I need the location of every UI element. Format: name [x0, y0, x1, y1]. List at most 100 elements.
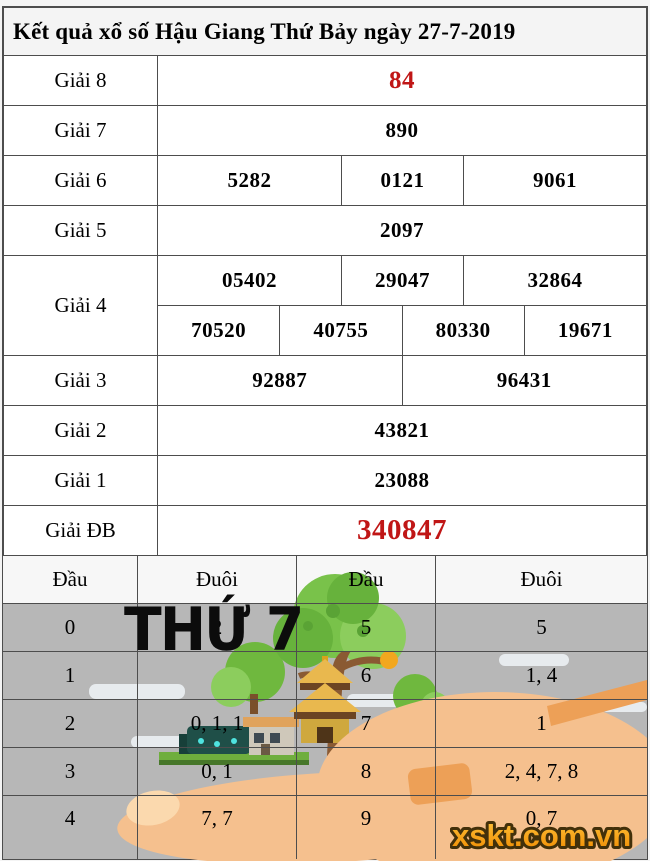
tail-cell-value: 0, 1 [201, 759, 233, 783]
tail-cell: 1 [435, 699, 647, 747]
prize-values: 2097 [158, 206, 646, 255]
head-cell-value: 8 [360, 759, 372, 783]
tail-cell: 2 [137, 603, 296, 651]
prize-row: Giải 1 23088 [4, 455, 646, 505]
prize-number-cell: 05402 [158, 256, 341, 305]
prize-number: 80330 [435, 318, 491, 342]
prize-line: 340847 [158, 506, 646, 555]
head-tail-row: 0 2 5 5 [3, 603, 647, 651]
prize-label: Giải 2 [4, 406, 158, 455]
prize-number: 23088 [374, 468, 430, 492]
tail-cell [137, 651, 296, 699]
prize-label: Giải 8 [4, 56, 158, 105]
prize-values: 92887 96431 [158, 356, 646, 405]
prize-number: 2097 [380, 218, 424, 242]
header-cell-value: Đầu [52, 567, 88, 591]
prize-number: 70520 [191, 318, 247, 342]
prize-values: 23088 [158, 456, 646, 505]
head-cell-value: 7 [360, 711, 372, 735]
prize-number: 9061 [533, 168, 577, 192]
prize-number: 96431 [496, 368, 552, 392]
tail-cell: 1, 4 [435, 651, 647, 699]
prize-number: 19671 [557, 318, 613, 342]
prize-number: 43821 [374, 418, 430, 442]
head-cell: 4 [3, 795, 137, 859]
prize-number: 5282 [227, 168, 272, 192]
header-cell-value: Đầu [348, 567, 384, 591]
prize-number-cell: 96431 [401, 356, 647, 405]
head-tail-header-row: Đầu Đuôi Đầu Đuôi [3, 556, 647, 603]
prize-number-cell: 0121 [341, 156, 463, 205]
head-cell: 1 [3, 651, 137, 699]
head-cell: 0 [3, 603, 137, 651]
prize-number-cell: 80330 [401, 306, 524, 355]
prize-row: Giải 2 43821 [4, 405, 646, 455]
prize-label: Giải 6 [4, 156, 158, 205]
prize-row: Giải 6 5282 0121 9061 [4, 155, 646, 205]
header-cell-value: Đuôi [520, 567, 563, 591]
head-cell: 2 [3, 699, 137, 747]
tail-cell-value: 1 [536, 711, 547, 735]
tail-cell: 7, 7 [137, 795, 296, 859]
page-title: Kết quả xổ số Hậu Giang Thứ Bảy ngày 27-… [4, 8, 646, 55]
prize-number: 84 [389, 66, 415, 94]
site-logo[interactable]: xskt.com.vn [450, 813, 650, 857]
prize-number-cell: 84 [158, 56, 646, 105]
tail-cell-value: 2 [211, 615, 223, 639]
head-cell-value: 2 [64, 711, 76, 735]
head-cell: 7 [296, 699, 435, 747]
prize-values: 84 [158, 56, 646, 105]
prize-number: 0121 [380, 168, 425, 192]
prize-values: 340847 [158, 506, 646, 555]
head-cell: 9 [296, 795, 435, 859]
prize-number-cell: 9061 [463, 156, 646, 205]
prize-number-cell: 29047 [341, 256, 463, 305]
prize-number-cell: 40755 [279, 306, 401, 355]
head-tail-row: 2 0, 1, 1 7 1 [3, 699, 647, 747]
prize-line: 84 [158, 56, 646, 105]
prize-line: 70520 40755 80330 19671 [158, 305, 646, 355]
prize-number: 05402 [222, 268, 277, 292]
prize-row: Giải 5 2097 [4, 205, 646, 255]
prize-label: Giải 3 [4, 356, 158, 405]
prize-row: Giải 3 92887 96431 [4, 355, 646, 405]
head-cell-value: 1 [64, 663, 76, 687]
head-cell: 8 [296, 747, 435, 795]
head-cell-value: 3 [64, 759, 76, 783]
tail-cell: 0, 1, 1 [137, 699, 296, 747]
head-cell: 6 [296, 651, 435, 699]
prize-line: 5282 0121 9061 [158, 156, 646, 205]
tail-cell-value: 1, 4 [525, 663, 558, 687]
prize-number: 29047 [375, 268, 430, 292]
prize-line: 43821 [158, 406, 646, 455]
site-logo-text[interactable]: xskt.com.vn [450, 815, 634, 856]
prize-values: 05402 29047 32864 70520 40755 80330 19671 [158, 256, 646, 355]
header-cell: Đầu [3, 556, 137, 603]
prize-number-cell: 23088 [158, 456, 646, 505]
prize-values: 890 [158, 106, 646, 155]
head-cell-value: 6 [360, 663, 372, 687]
prize-number: 890 [385, 118, 419, 142]
prize-number-cell: 5282 [158, 156, 341, 205]
head-cell: 5 [296, 603, 435, 651]
head-cell-value: 5 [360, 615, 372, 639]
prize-label: Giải 1 [4, 456, 158, 505]
prize-number: 92887 [252, 368, 308, 392]
prize-label: Giải ĐB [4, 506, 158, 555]
head-cell-value: 0 [64, 615, 76, 639]
prize-number: 40755 [313, 318, 369, 342]
tail-cell: 5 [435, 603, 647, 651]
prize-number-cell: 19671 [523, 306, 646, 355]
tail-cell: 2, 4, 7, 8 [435, 747, 647, 795]
prize-row: Giải 8 84 [4, 55, 646, 105]
results-rows: Giải 8 84 Giải 7 890 Giải 6 5282 0121 9061 Giải … [4, 55, 646, 555]
head-tail-row: 3 0, 1 8 2, 4, 7, 8 [3, 747, 647, 795]
prize-number-cell: 32864 [463, 256, 646, 305]
header-cell: Đầu [296, 556, 435, 603]
header-cell: Đuôi [137, 556, 296, 603]
prize-values: 5282 0121 9061 [158, 156, 646, 205]
header-cell-value: Đuôi [196, 567, 238, 591]
prize-line: 92887 96431 [158, 356, 646, 405]
results-table: Kết quả xổ số Hậu Giang Thứ Bảy ngày 27-… [2, 6, 648, 557]
prize-number-cell: 43821 [158, 406, 646, 455]
